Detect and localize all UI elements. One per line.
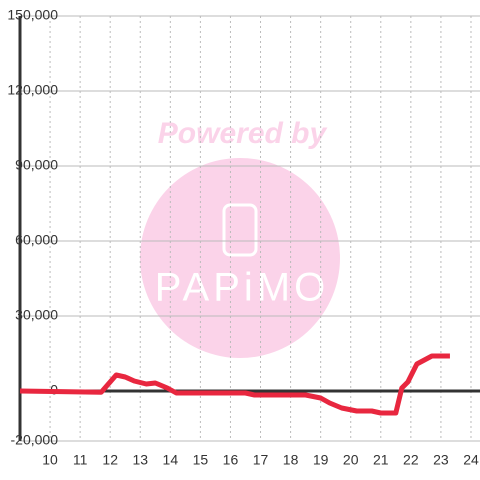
x-tick-label: 14	[163, 452, 179, 468]
y-tick-label: 90,000	[15, 157, 58, 173]
x-tick-label: 19	[313, 452, 329, 468]
watermark-icon	[222, 203, 258, 257]
x-tick-label: 12	[102, 452, 118, 468]
x-tick-label: 13	[132, 452, 148, 468]
data-line	[19, 353, 450, 416]
x-tick-label: 15	[193, 452, 209, 468]
x-tick-label: 24	[463, 452, 479, 468]
watermark: Powered by PAPiMO	[140, 117, 340, 358]
watermark-circle	[140, 158, 340, 358]
x-tick-label: 22	[403, 452, 419, 468]
x-tick-label: 18	[283, 452, 299, 468]
y-tick-label: 30,000	[15, 307, 58, 323]
x-tick-label: 23	[433, 452, 449, 468]
y-tick-label: 120,000	[7, 82, 58, 98]
watermark-logo: PAPiMO	[155, 266, 329, 310]
x-tick-label: 20	[343, 452, 359, 468]
x-tick-label: 21	[373, 452, 389, 468]
y-tick-label: 60,000	[15, 232, 58, 248]
y-tick-label: -20,000	[11, 432, 59, 448]
x-tick-label: 10	[42, 452, 58, 468]
watermark-text: Powered by	[158, 117, 328, 150]
x-tick-label: 17	[253, 452, 269, 468]
y-tick-label: 150,000	[7, 7, 58, 23]
x-tick-label: 16	[223, 452, 239, 468]
x-tick-label: 11	[73, 452, 88, 468]
